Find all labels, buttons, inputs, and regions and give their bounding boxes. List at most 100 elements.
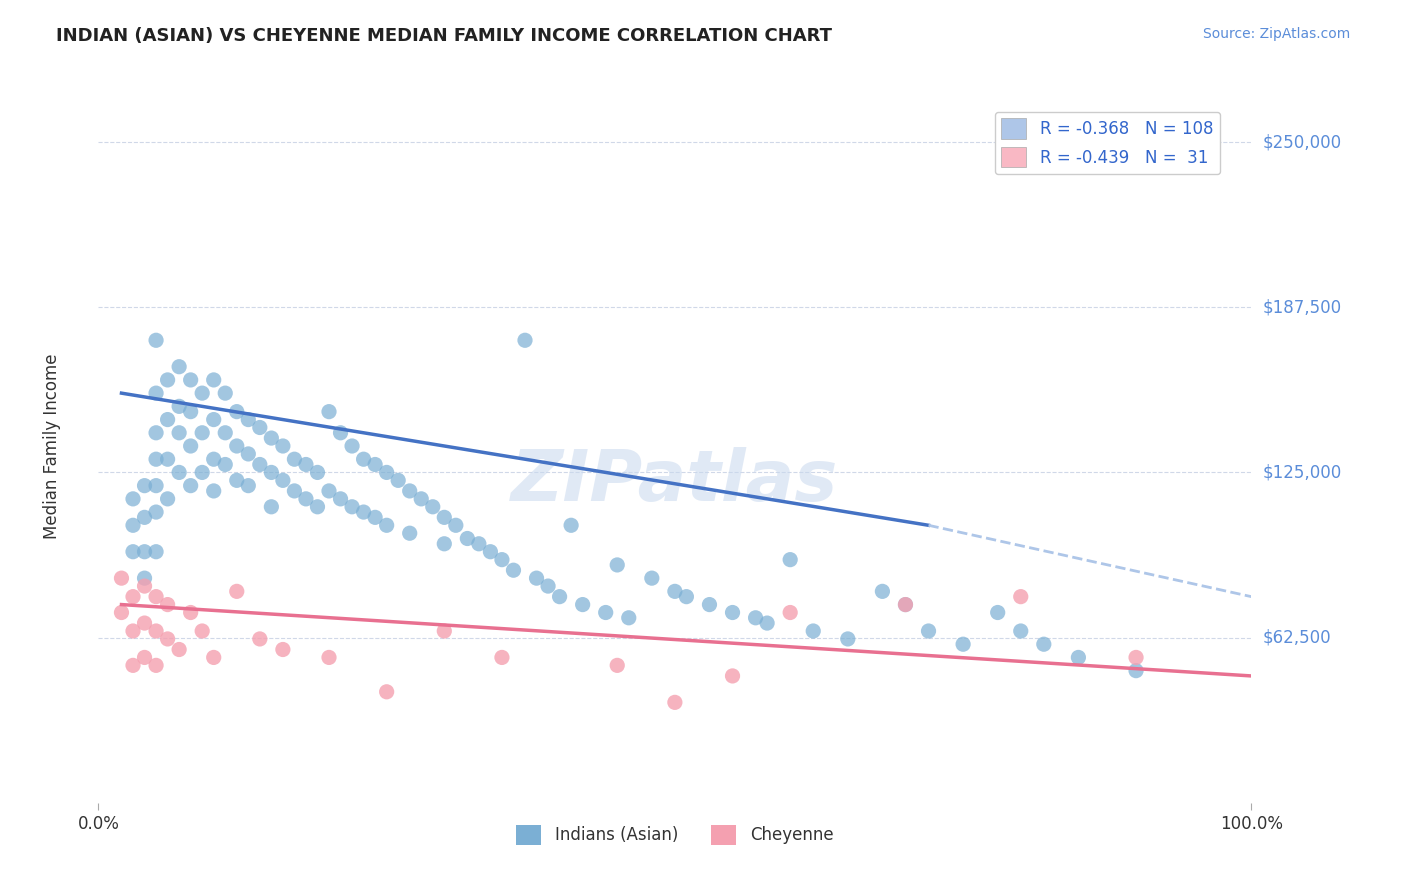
Point: [214, 425, 236, 440]
Text: $125,000: $125,000: [1263, 464, 1343, 482]
Point: [167, 425, 190, 440]
Point: [249, 458, 271, 472]
Point: [779, 552, 801, 566]
Point: [318, 650, 340, 665]
Point: [238, 412, 260, 426]
Point: [664, 695, 686, 709]
Point: [202, 650, 225, 665]
Point: [606, 558, 628, 572]
Point: [134, 616, 156, 631]
Point: [122, 624, 145, 638]
Point: [307, 500, 329, 514]
Point: [295, 491, 318, 506]
Point: [167, 359, 190, 374]
Point: [456, 532, 478, 546]
Point: [191, 425, 214, 440]
Point: [353, 452, 375, 467]
Point: [318, 404, 340, 418]
Point: [191, 624, 214, 638]
Point: [156, 412, 179, 426]
Point: [387, 474, 409, 488]
Point: [1125, 664, 1147, 678]
Text: INDIAN (ASIAN) VS CHEYENNE MEDIAN FAMILY INCOME CORRELATION CHART: INDIAN (ASIAN) VS CHEYENNE MEDIAN FAMILY…: [56, 27, 832, 45]
Point: [699, 598, 721, 612]
Point: [283, 483, 305, 498]
Point: [134, 510, 156, 524]
Point: [260, 431, 283, 445]
Point: [156, 598, 179, 612]
Point: [307, 466, 329, 480]
Point: [571, 598, 593, 612]
Point: [110, 606, 132, 620]
Point: [617, 611, 640, 625]
Point: [433, 624, 456, 638]
Point: [491, 552, 513, 566]
Point: [340, 500, 363, 514]
Point: [952, 637, 974, 651]
Text: Median Family Income: Median Family Income: [44, 353, 62, 539]
Point: [779, 606, 801, 620]
Point: [214, 386, 236, 401]
Point: [191, 386, 214, 401]
Point: [987, 606, 1010, 620]
Point: [122, 658, 145, 673]
Point: [364, 458, 387, 472]
Point: [180, 478, 202, 492]
Point: [134, 545, 156, 559]
Point: [249, 420, 271, 434]
Point: [411, 491, 433, 506]
Legend: Indians (Asian), Cheyenne: Indians (Asian), Cheyenne: [510, 818, 839, 852]
Point: [134, 650, 156, 665]
Text: ZIPatlas: ZIPatlas: [512, 447, 838, 516]
Point: [122, 491, 145, 506]
Point: [479, 545, 502, 559]
Point: [513, 333, 536, 347]
Point: [1010, 590, 1032, 604]
Point: [801, 624, 824, 638]
Point: [156, 491, 179, 506]
Point: [894, 598, 917, 612]
Point: [202, 483, 225, 498]
Point: [225, 404, 247, 418]
Point: [225, 439, 247, 453]
Point: [1125, 650, 1147, 665]
Point: [444, 518, 467, 533]
Point: [675, 590, 697, 604]
Point: [145, 333, 167, 347]
Point: [238, 478, 260, 492]
Point: [721, 606, 744, 620]
Point: [917, 624, 939, 638]
Point: [122, 545, 145, 559]
Point: [537, 579, 560, 593]
Point: [422, 500, 444, 514]
Point: [225, 584, 247, 599]
Point: [283, 452, 305, 467]
Point: [375, 466, 398, 480]
Point: [526, 571, 548, 585]
Point: [721, 669, 744, 683]
Point: [664, 584, 686, 599]
Point: [249, 632, 271, 646]
Point: [156, 632, 179, 646]
Point: [191, 466, 214, 480]
Point: [375, 518, 398, 533]
Point: [202, 452, 225, 467]
Point: [260, 500, 283, 514]
Point: [145, 425, 167, 440]
Point: [271, 439, 294, 453]
Point: [398, 483, 420, 498]
Point: [329, 491, 352, 506]
Text: $250,000: $250,000: [1263, 133, 1341, 151]
Point: [167, 642, 190, 657]
Point: [145, 658, 167, 673]
Text: $62,500: $62,500: [1263, 629, 1331, 647]
Point: [145, 505, 167, 519]
Point: [433, 537, 456, 551]
Point: [1032, 637, 1054, 651]
Point: [180, 373, 202, 387]
Point: [202, 373, 225, 387]
Point: [595, 606, 617, 620]
Text: $187,500: $187,500: [1263, 298, 1341, 317]
Point: [260, 466, 283, 480]
Point: [156, 452, 179, 467]
